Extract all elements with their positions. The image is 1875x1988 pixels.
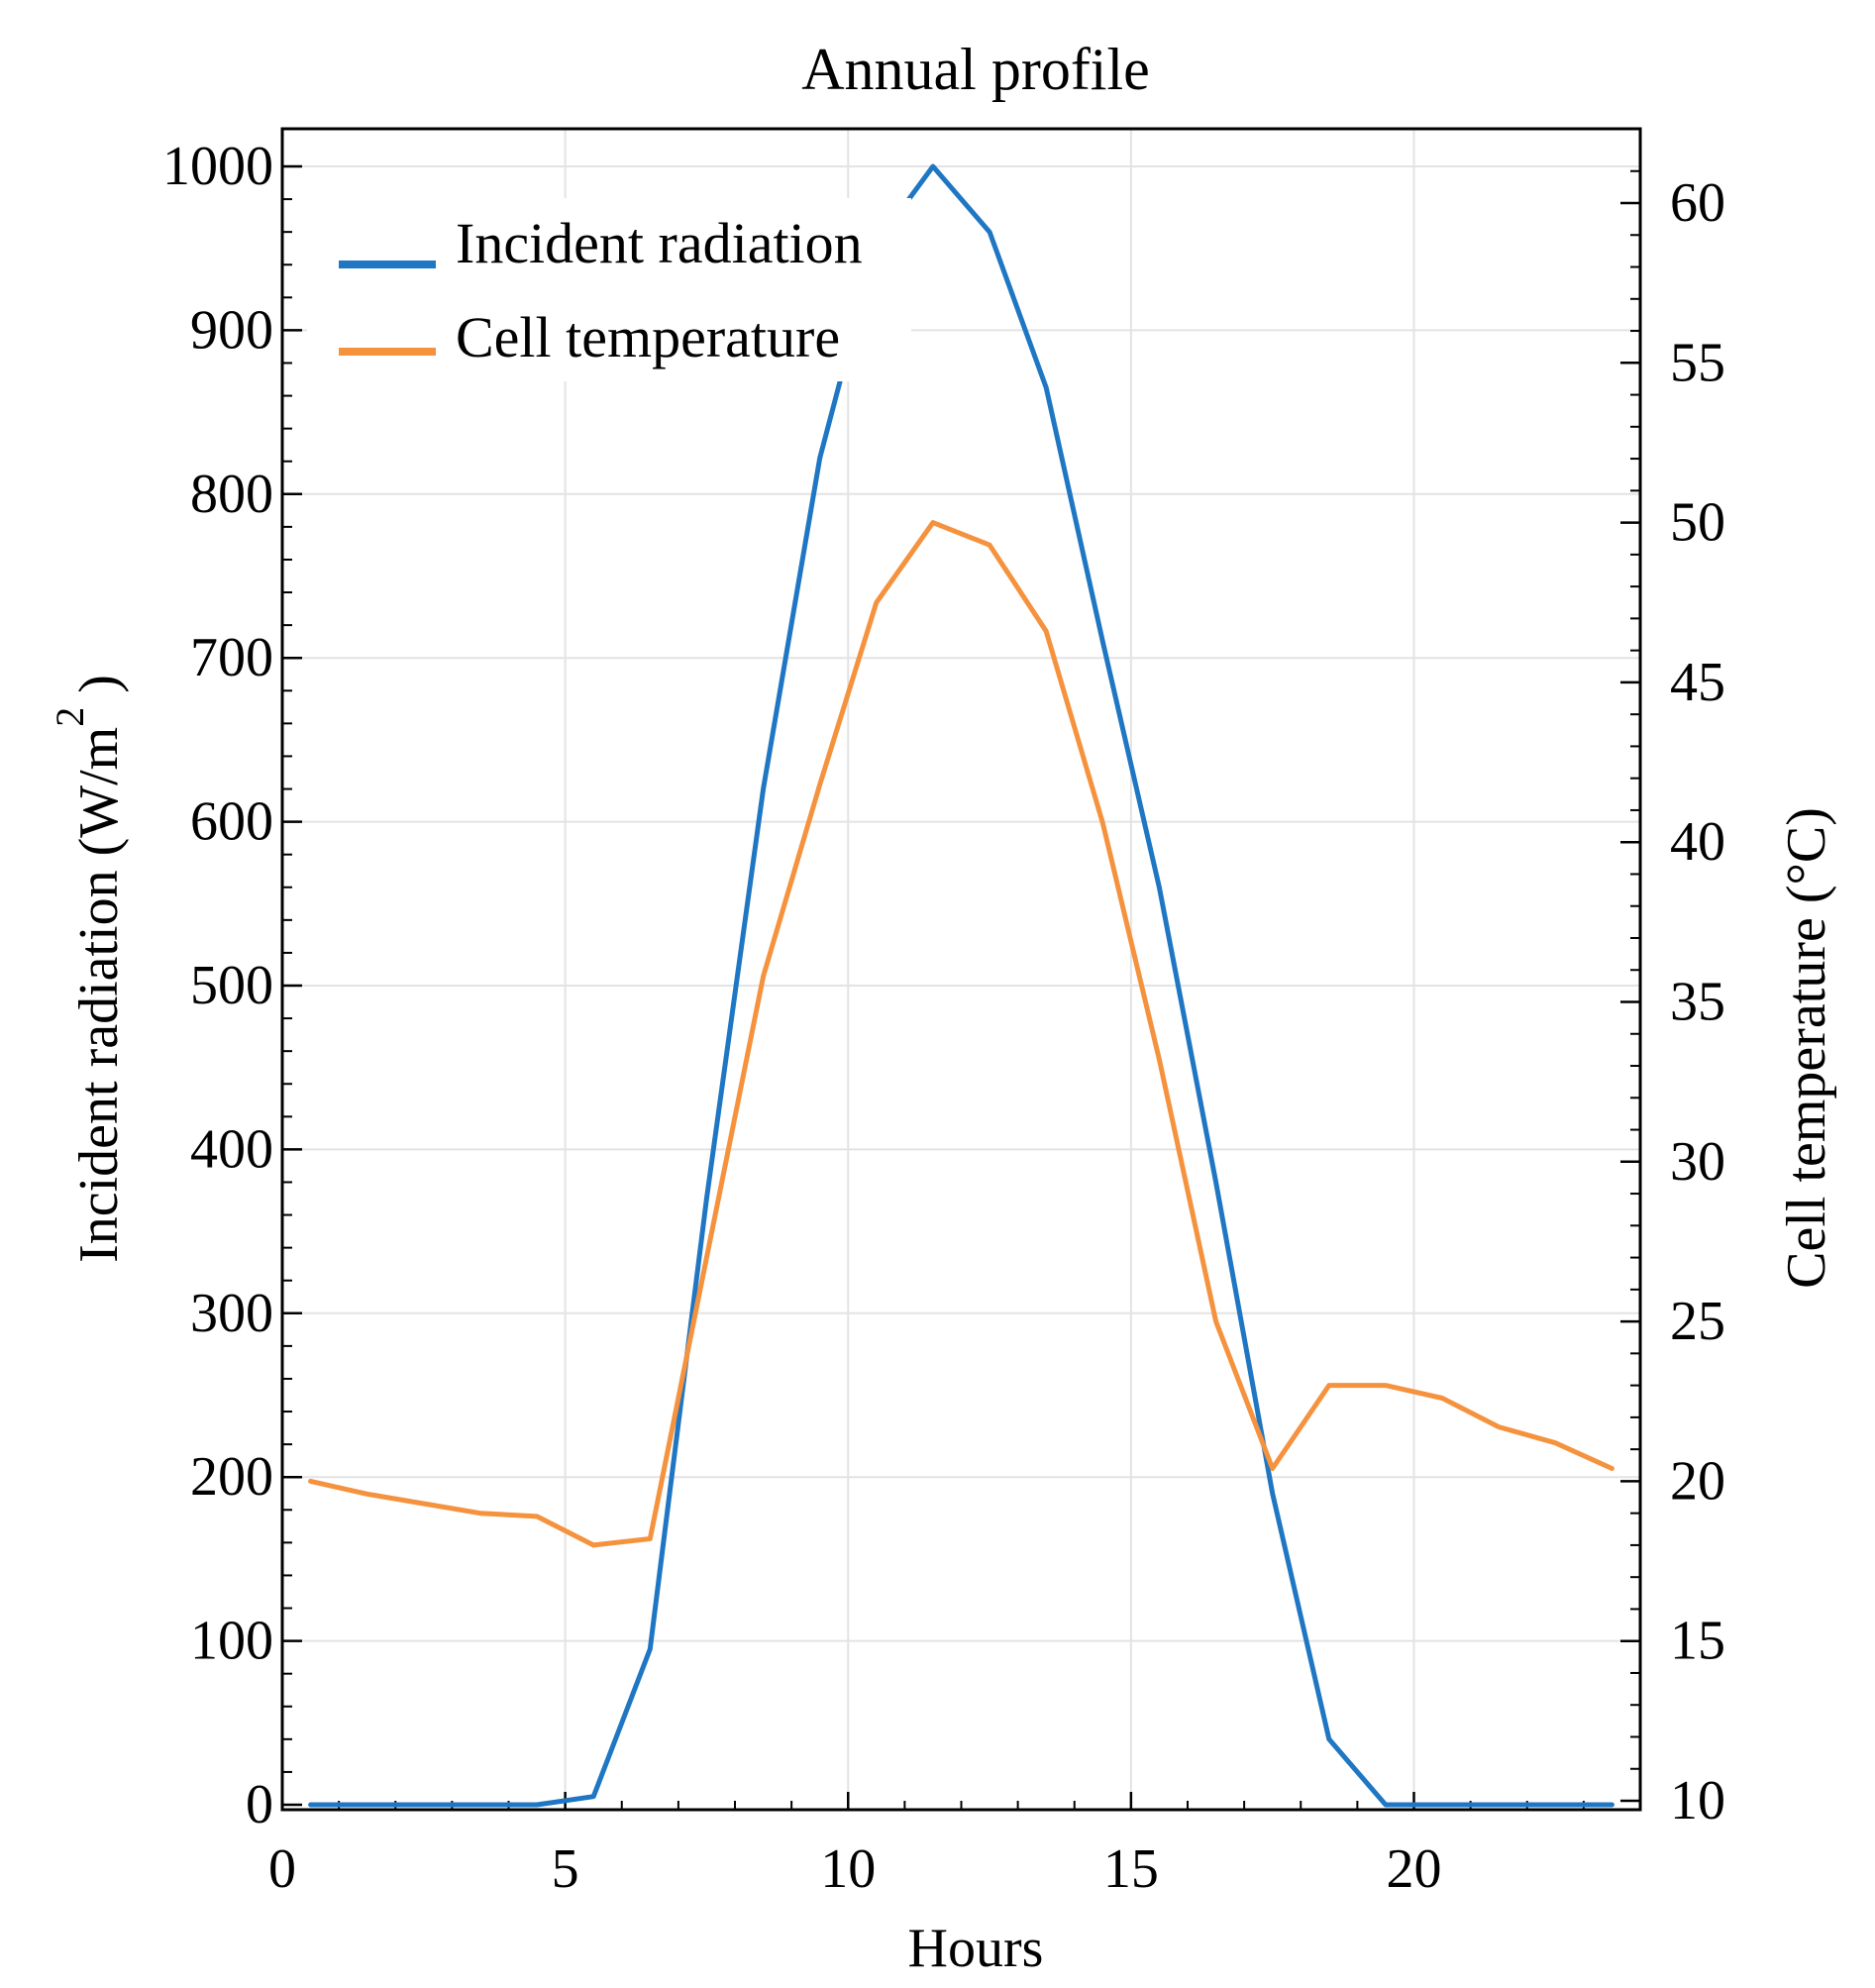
y-left-axis-label-superscript: 2	[48, 707, 92, 727]
y-left-tick-label: 0	[246, 1774, 273, 1835]
chart-title: Annual profile	[801, 37, 1150, 102]
x-tick-label: 20	[1387, 1838, 1442, 1900]
y-right-tick-label: 30	[1670, 1131, 1725, 1193]
legend-label-cell-temperature: Cell temperature	[456, 305, 840, 369]
x-tick-label: 10	[820, 1838, 876, 1900]
series-line-cell-temperature	[308, 520, 1615, 1548]
y-left-tick-label: 800	[190, 464, 273, 525]
y-left-tick-label: 700	[190, 627, 273, 688]
y-left-axis-label-main: Incident radiation (W/m	[68, 727, 130, 1263]
y-right-tick-label: 55	[1670, 332, 1725, 393]
axis-ticks: 0 5 10 15 2001002003004005006007008009001000…	[162, 136, 1725, 1900]
y-right-tick-label: 60	[1670, 172, 1725, 234]
y-right-tick-label: 40	[1670, 811, 1725, 873]
grid	[282, 129, 1640, 1810]
y-right-axis-label: Cell temperature (°C)	[1776, 807, 1837, 1289]
y-left-tick-label: 100	[190, 1611, 273, 1672]
series	[308, 163, 1615, 1808]
y-left-tick-label: 600	[190, 791, 273, 853]
y-right-tick-label: 20	[1670, 1450, 1725, 1512]
series-line-incident-radiation	[308, 163, 1615, 1808]
x-axis-label: Hours	[908, 1918, 1044, 1979]
y-right-tick-label: 25	[1670, 1291, 1725, 1352]
y-left-tick-label: 500	[190, 955, 273, 1016]
y-right-tick-label: 50	[1670, 492, 1725, 554]
y-left-tick-label: 900	[190, 299, 273, 361]
x-tick-label: 5	[552, 1838, 579, 1900]
x-tick-label: 15	[1103, 1838, 1159, 1900]
y-left-tick-label: 300	[190, 1283, 273, 1344]
y-right-tick-label: 35	[1670, 972, 1725, 1033]
y-left-axis-label-suffix: )	[68, 675, 130, 707]
legend: Incident radiation Cell temperature	[307, 198, 911, 381]
x-tick-label: 0	[268, 1838, 296, 1900]
y-left-axis-label: Incident radiation (W/m2 )	[48, 675, 130, 1263]
y-left-tick-label: 400	[190, 1118, 273, 1180]
y-right-tick-label: 15	[1670, 1611, 1725, 1672]
legend-label-incident-radiation: Incident radiation	[456, 211, 863, 275]
y-right-tick-label: 10	[1670, 1770, 1725, 1831]
y-left-tick-label: 1000	[162, 136, 273, 197]
y-right-tick-label: 45	[1670, 652, 1725, 713]
y-left-tick-label: 200	[190, 1446, 273, 1508]
